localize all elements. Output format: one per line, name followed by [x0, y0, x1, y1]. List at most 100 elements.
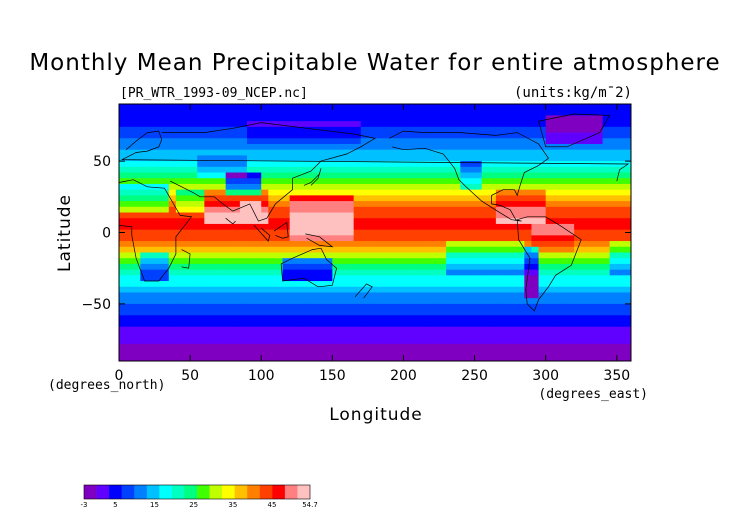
heatmap-cell — [261, 252, 269, 259]
heatmap-cell — [325, 332, 333, 339]
heatmap-cell — [211, 332, 219, 339]
heatmap-cell — [467, 218, 475, 225]
heatmap-cell — [602, 246, 611, 253]
heatmap-cell — [339, 298, 347, 305]
heatmap-cell — [268, 263, 276, 271]
heatmap-cell — [439, 126, 447, 133]
heatmap-cell — [531, 332, 539, 339]
heatmap-cell — [517, 355, 525, 362]
heatmap-cell — [602, 206, 611, 213]
heatmap-cell — [225, 138, 234, 145]
heatmap-cell — [623, 269, 632, 276]
heatmap-cell — [332, 343, 340, 350]
heatmap-cell — [552, 275, 561, 282]
heatmap-cell — [119, 241, 127, 248]
heatmap-cell — [439, 121, 447, 128]
heatmap-cell — [503, 149, 511, 156]
heatmap-cell — [161, 286, 170, 293]
heatmap-cell — [175, 286, 184, 293]
heatmap-cell — [339, 263, 347, 271]
heatmap-cell — [154, 161, 163, 168]
heatmap-cell — [296, 258, 305, 265]
heatmap-cell — [332, 338, 340, 345]
heatmap-cell — [389, 263, 397, 271]
heatmap-cell — [325, 195, 333, 202]
heatmap-cell — [346, 206, 355, 213]
heatmap-cell — [439, 104, 447, 111]
heatmap-cell — [339, 275, 347, 282]
heatmap-cell — [218, 195, 227, 202]
heatmap-cell — [517, 269, 525, 276]
heatmap-cell — [552, 223, 561, 231]
heatmap-cell — [417, 195, 426, 202]
heatmap-cell — [204, 292, 212, 299]
heatmap-cell — [488, 104, 497, 111]
heatmap-cell — [247, 126, 255, 133]
heatmap-cell — [524, 332, 532, 339]
heatmap-cell — [161, 241, 170, 248]
heatmap-cell — [161, 149, 170, 156]
chart-title: Monthly Mean Precipitable Water for enti… — [29, 50, 720, 76]
heatmap-cell — [268, 338, 276, 345]
heatmap-cell — [389, 121, 397, 128]
heatmap-cell — [609, 355, 618, 362]
heatmap-cell — [382, 218, 390, 225]
heatmap-cell — [545, 161, 554, 168]
heatmap-cell — [439, 223, 447, 231]
heatmap-cell — [154, 298, 163, 305]
heatmap-cell — [332, 281, 340, 288]
heatmap-cell — [275, 121, 283, 128]
heatmap-cell — [567, 343, 575, 350]
heatmap-cell — [318, 349, 326, 356]
heatmap-cell — [254, 201, 262, 208]
heatmap-cell — [197, 143, 205, 151]
heatmap-cell — [126, 166, 134, 173]
heatmap-cell — [325, 166, 333, 173]
heatmap-cell — [581, 121, 589, 128]
heatmap-cell — [332, 326, 340, 333]
heatmap-cell — [346, 218, 355, 225]
heatmap-cell — [140, 229, 148, 236]
heatmap-cell — [232, 326, 241, 333]
heatmap-cell — [211, 252, 219, 259]
heatmap-cell — [517, 332, 525, 339]
heatmap-cell — [261, 201, 269, 208]
heatmap-cell — [538, 298, 547, 305]
heatmap-cell — [389, 104, 397, 111]
heatmap-cell — [197, 321, 205, 328]
heatmap-cell — [495, 138, 504, 145]
heatmap-cell — [254, 178, 262, 185]
heatmap-cell — [318, 303, 326, 310]
heatmap-cell — [375, 326, 383, 333]
heatmap-cell — [339, 132, 347, 139]
heatmap-cell — [261, 143, 269, 151]
heatmap-cell — [346, 252, 355, 259]
heatmap-cell — [524, 183, 532, 191]
heatmap-cell — [467, 303, 475, 310]
heatmap-cell — [318, 263, 326, 271]
heatmap-cell — [396, 332, 404, 339]
heatmap-cell — [175, 292, 184, 299]
heatmap-cell — [332, 332, 340, 339]
heatmap-cell — [119, 195, 127, 202]
heatmap-cell — [367, 298, 376, 305]
heatmap-cell — [133, 218, 141, 225]
heatmap-cell — [616, 235, 625, 242]
heatmap-cell — [552, 315, 561, 322]
heatmap-cell — [296, 309, 305, 316]
heatmap-cell — [289, 315, 298, 322]
heatmap-cell — [417, 166, 426, 173]
heatmap-cell — [168, 212, 177, 219]
heatmap-cell — [311, 275, 319, 282]
heatmap-cell — [396, 212, 404, 219]
heatmap-cell — [303, 338, 312, 345]
heatmap-cell — [190, 338, 198, 345]
heatmap-cell — [545, 155, 554, 162]
heatmap-cell — [126, 149, 134, 156]
heatmap-cell — [261, 241, 269, 248]
heatmap-cell — [403, 235, 411, 242]
heatmap-cell — [531, 212, 539, 219]
heatmap-cell — [510, 286, 518, 293]
heatmap-cell — [161, 343, 170, 350]
heatmap-cell — [289, 149, 298, 156]
